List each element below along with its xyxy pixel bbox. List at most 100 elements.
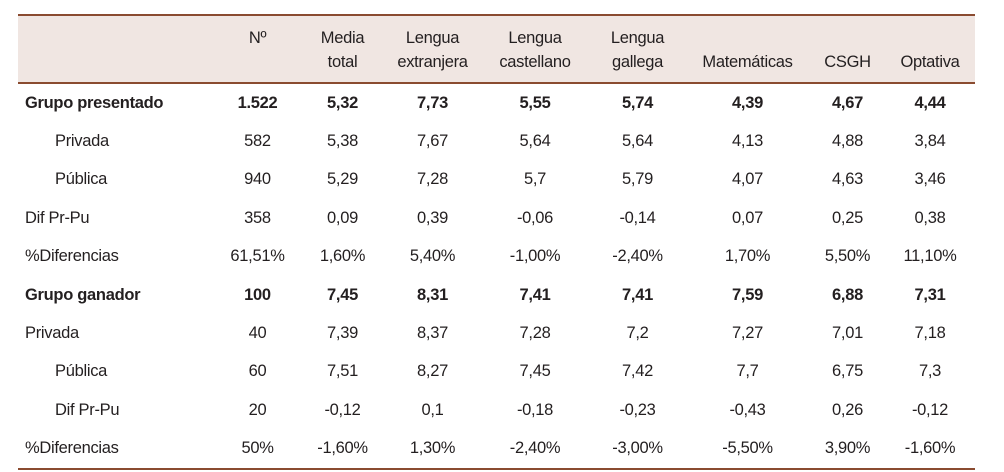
column-header-row-label	[18, 15, 215, 83]
header-line: Lengua	[508, 29, 562, 47]
cell-optativa: 3,84	[914, 132, 946, 151]
cell-row-label: Dif Pr-Pu	[25, 208, 90, 227]
cell-matematicas: 0,07	[732, 208, 763, 227]
cell-matematicas: 1,70%	[724, 247, 771, 266]
cell-lengua-extranjera: 7,73	[417, 93, 448, 112]
cell-lengua-extranjera: 0,1	[421, 400, 444, 419]
table-row: Pública 60 7,51 8,27 7,45 7,42 7,7 6,75 7,3	[18, 353, 975, 391]
cell-row-label: Privada	[55, 132, 109, 151]
cell-count: 50%	[241, 439, 274, 458]
cell-row-label: Pública	[55, 170, 108, 189]
cell-media-total: 5,29	[327, 170, 358, 189]
cell-matematicas: -5,50%	[722, 439, 773, 458]
header-line: castellano	[499, 53, 571, 71]
column-header-count: Nº	[215, 15, 300, 83]
cell-lengua-castellano: -0,06	[516, 208, 554, 227]
cell-row-label: Privada	[25, 324, 79, 343]
cell-media-total: -1,60%	[317, 439, 368, 458]
cell-lengua-castellano: 5,64	[519, 132, 551, 151]
cell-lengua-extranjera: 5,40%	[409, 247, 456, 266]
table-row: %Diferencias 50% -1,60% 1,30% -2,40% -3,00% -5…	[18, 430, 975, 469]
table-row: Grupo ganador 100 7,45 8,31 7,41 7,41 7,59 6,88…	[18, 276, 975, 314]
column-header-lengua-extranjera: Lengua extranjera	[385, 15, 480, 83]
cell-row-label: Grupo presentado	[25, 93, 164, 112]
header-line: Lengua	[405, 29, 460, 47]
cell-media-total: 5,32	[327, 93, 358, 112]
cell-lengua-extranjera: 8,31	[417, 285, 448, 304]
column-header-lengua-gallega: Lengua gallega	[590, 15, 685, 83]
cell-optativa: -1,60%	[904, 439, 956, 458]
header-line	[18, 50, 215, 74]
cell-lengua-gallega: 7,41	[622, 285, 653, 304]
cell-count: 60	[248, 362, 267, 381]
header-line: gallega	[611, 53, 664, 71]
column-header-media-total: Media total	[300, 15, 385, 83]
cell-count: 40	[248, 324, 267, 343]
cell-lengua-castellano: 7,28	[519, 324, 551, 343]
header-line: Nº	[248, 29, 267, 47]
cell-optativa: 4,44	[914, 93, 946, 112]
table-header: Nº Media total Lengua extranjera Lengua castel…	[18, 15, 975, 83]
cell-media-total: -0,12	[324, 400, 361, 419]
cell-media-total: 7,39	[327, 324, 358, 343]
cell-optativa: 3,46	[914, 170, 946, 189]
cell-csgh: 4,63	[832, 170, 863, 189]
cell-optativa: -0,12	[911, 400, 949, 419]
header-line: Lengua	[610, 29, 665, 47]
header-line	[18, 26, 215, 50]
cell-count: 940	[244, 170, 271, 189]
cell-lengua-gallega: -2,40%	[612, 247, 663, 266]
cell-lengua-gallega: 5,64	[622, 132, 653, 151]
cell-row-label: %Diferencias	[25, 247, 119, 266]
header-line: Media	[320, 29, 365, 47]
cell-matematicas: 7,7	[736, 362, 759, 381]
table-row: Privada 40 7,39 8,37 7,28 7,2 7,27 7,01 7,18	[18, 314, 975, 352]
table-row: Pública 940 5,29 7,28 5,7 5,79 4,07 4,63 3,46	[18, 161, 975, 199]
header-line	[885, 26, 975, 50]
header-line	[810, 26, 885, 50]
column-header-lengua-castellano: Lengua castellano	[480, 15, 590, 83]
cell-count: 100	[244, 285, 271, 304]
cell-matematicas: 4,07	[732, 170, 763, 189]
header-line: extranjera	[397, 53, 468, 71]
table-row: Dif Pr-Pu 20 -0,12 0,1 -0,18 -0,23 -0,43 0,26 -0…	[18, 391, 975, 429]
cell-lengua-castellano: 7,45	[519, 362, 551, 381]
cell-matematicas: 7,59	[732, 285, 763, 304]
cell-lengua-gallega: 7,2	[626, 324, 649, 343]
cell-lengua-gallega: -0,23	[619, 400, 656, 419]
cell-lengua-extranjera: 7,28	[417, 170, 448, 189]
cell-lengua-gallega: 5,79	[622, 170, 653, 189]
cell-row-label: Grupo ganador	[25, 285, 141, 304]
header-line: Matemáticas	[702, 53, 793, 71]
cell-lengua-extranjera: 8,37	[417, 324, 448, 343]
cell-csgh: 4,88	[832, 132, 863, 151]
cell-count: 1.522	[237, 93, 278, 112]
cell-lengua-extranjera: 8,27	[417, 362, 448, 381]
header-line	[215, 50, 300, 74]
header-line: Optativa	[900, 53, 960, 71]
cell-row-label: %Diferencias	[25, 439, 119, 458]
column-header-matematicas: Matemáticas	[685, 15, 810, 83]
cell-optativa: 7,3	[918, 362, 942, 381]
cell-lengua-gallega: 5,74	[622, 93, 653, 112]
cell-matematicas: -0,43	[729, 400, 766, 419]
cell-media-total: 0,09	[327, 208, 358, 227]
cell-row-label: Pública	[55, 362, 108, 381]
cell-media-total: 7,51	[327, 362, 358, 381]
cell-csgh: 6,75	[832, 362, 863, 381]
cell-count: 61,51%	[230, 247, 285, 266]
cell-lengua-extranjera: 7,67	[417, 132, 448, 151]
cell-lengua-castellano: -2,40%	[509, 439, 561, 458]
cell-lengua-castellano: 5,7	[523, 170, 547, 189]
cell-csgh: 5,50%	[824, 247, 871, 266]
cell-lengua-castellano: -0,18	[516, 400, 554, 419]
cell-optativa: 11,10%	[903, 247, 957, 266]
cell-optativa: 0,38	[914, 208, 946, 227]
cell-csgh: 3,90%	[824, 439, 871, 458]
cell-optativa: 7,18	[914, 324, 946, 343]
cell-optativa: 7,31	[914, 285, 946, 304]
cell-matematicas: 4,13	[732, 132, 763, 151]
table-body: Grupo presentado 1.522 5,32 7,73 5,55 5,74 4,3…	[18, 83, 975, 469]
column-header-optativa: Optativa	[885, 15, 975, 83]
cell-media-total: 1,60%	[319, 247, 366, 266]
